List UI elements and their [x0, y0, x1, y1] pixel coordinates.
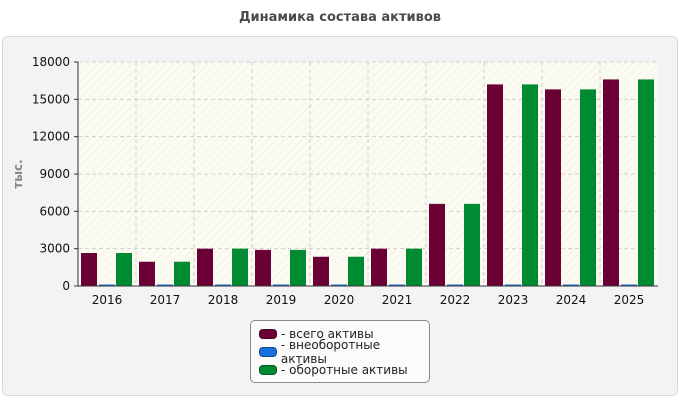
bar-2-2024	[580, 89, 596, 286]
bar-1-2017	[157, 284, 173, 286]
y-axis-label: тыс.	[11, 159, 25, 188]
y-tick-label: 18000	[32, 55, 70, 69]
bar-1-2022	[447, 284, 463, 286]
x-tick-label: 2017	[150, 293, 181, 307]
bar-1-2019	[273, 284, 289, 286]
x-tick-label: 2019	[266, 293, 297, 307]
bar-0-2019	[255, 249, 271, 286]
legend-item-current: - оборотные активы	[259, 361, 429, 379]
bar-2-2019	[290, 249, 306, 286]
bar-1-2021	[389, 284, 405, 286]
bar-0-2020	[313, 256, 329, 286]
bar-0-2025	[603, 79, 619, 286]
bar-2-2017	[174, 261, 190, 286]
legend-item-noncurrent: - внеоборотные активы	[259, 338, 429, 366]
x-tick-label: 2016	[92, 293, 123, 307]
legend-swatch-current	[259, 365, 277, 375]
chart-title: Динамика состава активов	[238, 10, 442, 25]
y-tick-label: 3000	[39, 242, 70, 256]
legend-label-noncurrent: - внеоборотные активы	[280, 338, 381, 366]
x-tick-label: 2025	[614, 293, 645, 307]
bar-1-2016	[99, 284, 115, 286]
legend-label-total: - всего активы	[281, 327, 374, 341]
x-tick-label: 2024	[556, 293, 587, 307]
y-tick-label: 15000	[32, 92, 70, 106]
bar-1-2020	[331, 284, 347, 286]
bar-0-2024	[545, 89, 561, 286]
x-tick-label: 2020	[324, 293, 355, 307]
axes: 0 3000 6000 9000 12000 15000 18000 2016 2017 2018…	[32, 55, 658, 307]
bar-2-2025	[638, 79, 654, 286]
bar-2-2021	[406, 248, 422, 286]
x-tick-label: 2021	[382, 293, 413, 307]
legend-swatch-total	[259, 329, 277, 339]
y-tick-label: 9000	[39, 167, 70, 181]
y-tick-label: 12000	[32, 130, 70, 144]
bar-2-2016	[116, 253, 132, 286]
legend-swatch-noncurrent	[259, 347, 277, 357]
legend: - всего активы - внеоборотные активы - о…	[250, 320, 430, 383]
bar-2-2023	[522, 84, 538, 287]
bar-0-2018	[197, 248, 213, 286]
bar-2-2020	[348, 256, 364, 286]
bar-1-2024	[563, 284, 579, 286]
legend-item-total: - всего активы	[259, 325, 429, 343]
bar-1-2023	[505, 284, 521, 286]
bar-1-2018	[215, 284, 231, 286]
bar-0-2023	[487, 84, 503, 287]
bar-0-2021	[371, 248, 387, 286]
y-tick-label: 6000	[39, 204, 70, 218]
y-tick-label: 0	[62, 279, 70, 293]
x-tick-label: 2018	[208, 293, 239, 307]
bar-1-2025	[621, 284, 637, 286]
bar-0-2017	[139, 261, 155, 286]
x-tick-label: 2023	[498, 293, 529, 307]
bar-0-2022	[429, 203, 445, 286]
x-tick-label: 2022	[440, 293, 471, 307]
grid-lines	[78, 61, 658, 286]
bars	[81, 79, 654, 287]
bar-2-2022	[464, 203, 480, 286]
bar-0-2016	[81, 253, 97, 286]
bar-2-2018	[232, 248, 248, 286]
legend-label-current: - оборотные активы	[281, 363, 408, 377]
